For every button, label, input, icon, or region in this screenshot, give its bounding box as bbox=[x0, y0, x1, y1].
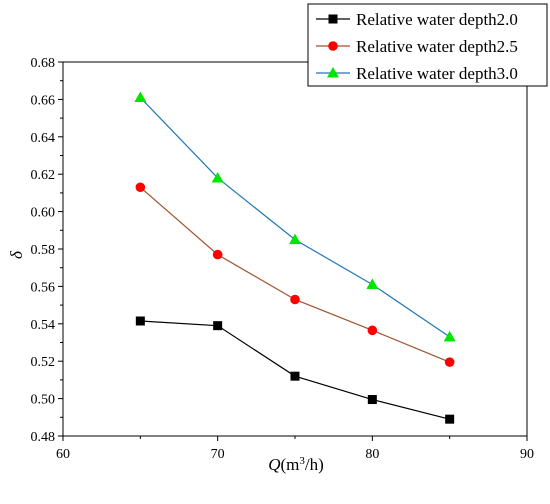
legend: Relative water depth2.0 Relative water de… bbox=[307, 3, 548, 87]
series-layer bbox=[134, 91, 456, 424]
data-point bbox=[444, 357, 455, 367]
y-tick-label: 0.58 bbox=[31, 243, 56, 258]
data-point bbox=[135, 316, 145, 326]
x-tick-label: 60 bbox=[56, 447, 70, 462]
y-axis-title: δ bbox=[7, 250, 26, 259]
y-tick-label: 0.66 bbox=[31, 93, 56, 108]
x-axis-title: Q(m3/h) bbox=[268, 455, 324, 474]
series-line bbox=[140, 320, 450, 420]
y-tick-label: 0.48 bbox=[31, 430, 56, 445]
data-point bbox=[366, 278, 379, 290]
legend-label: Relative water depth3.0 bbox=[356, 64, 518, 83]
legend-marker bbox=[328, 41, 338, 51]
data-point bbox=[367, 325, 378, 336]
legend-marker bbox=[328, 14, 338, 24]
data-point bbox=[134, 91, 147, 103]
legend-label: Relative water depth2.0 bbox=[356, 10, 518, 29]
data-point bbox=[367, 395, 377, 405]
data-point bbox=[290, 371, 300, 381]
legend-label: Relative water depth2.5 bbox=[356, 37, 518, 56]
x-axis-ticks: 60 70 80 90 bbox=[56, 436, 534, 462]
series-1 bbox=[135, 316, 455, 424]
data-point bbox=[445, 414, 455, 424]
series-2 bbox=[135, 182, 455, 367]
data-point bbox=[135, 182, 146, 193]
legend-marker bbox=[327, 67, 339, 78]
data-point bbox=[211, 171, 224, 183]
y-tick-label: 0.50 bbox=[31, 393, 56, 408]
y-tick-label: 0.60 bbox=[31, 206, 56, 221]
y-tick-label: 0.52 bbox=[31, 355, 56, 370]
y-tick-label: 0.62 bbox=[31, 168, 56, 183]
data-point bbox=[213, 321, 223, 331]
data-point bbox=[289, 233, 301, 245]
y-tick-label: 0.68 bbox=[31, 56, 56, 71]
y-tick-label: 0.64 bbox=[31, 131, 56, 146]
data-point bbox=[212, 249, 223, 260]
y-axis-ticks: 0.48 0.50 0.52 0.54 0.56 0.58 0.60 0.62 0.64 0.66… bbox=[31, 56, 63, 445]
series-line bbox=[139, 186, 450, 363]
x-tick-label: 80 bbox=[365, 447, 379, 462]
x-tick-label: 90 bbox=[520, 447, 534, 462]
x-tick-label: 70 bbox=[211, 447, 225, 462]
series-3 bbox=[134, 91, 456, 342]
y-tick-label: 0.56 bbox=[31, 280, 56, 295]
legend-box bbox=[307, 3, 548, 87]
data-point bbox=[443, 330, 456, 342]
y-tick-label: 0.54 bbox=[31, 318, 56, 333]
data-point bbox=[290, 294, 300, 305]
